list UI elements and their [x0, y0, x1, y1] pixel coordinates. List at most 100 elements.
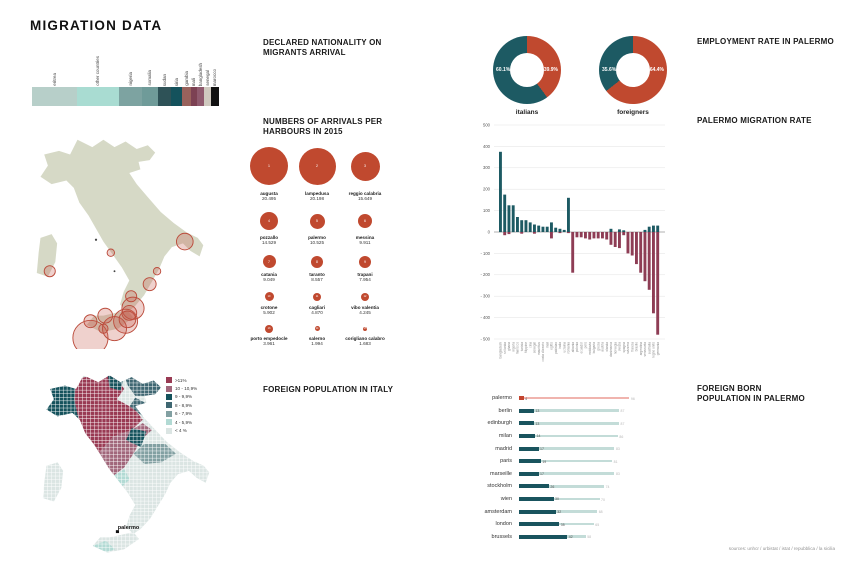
foreign-born-chart: palermo 4 96 berlin 13 87 edinburgh 13 87 milan 14…	[440, 392, 659, 543]
fb-value: 4	[525, 396, 528, 401]
svg-text:egitto: egitto	[550, 342, 554, 350]
harbour-circle-box: 9	[359, 254, 371, 269]
harbour-name: augusta	[260, 191, 278, 196]
harbour-name: messina	[355, 235, 375, 240]
fb-value: 35	[560, 522, 565, 527]
nationality-segment-label: marocco	[212, 68, 217, 86]
harbour-circle-box: 3	[350, 144, 380, 188]
legend-label: 8 - 8,9%	[175, 402, 193, 408]
fb-city-label: marseille	[489, 470, 512, 477]
harbour-circle: 8	[311, 255, 323, 268]
harbour-circle-box: 7	[262, 254, 276, 269]
fb-bars: 17 83	[519, 445, 659, 452]
svg-text:- 300: - 300	[480, 294, 490, 299]
harbour-circle-box: 15	[363, 324, 367, 333]
donut-ring: 60.1% 39.9%	[493, 36, 561, 104]
svg-text:ucraina: ucraina	[562, 342, 566, 353]
legend-row: 9 - 9,9%	[166, 393, 197, 401]
harbour-item: 6 messina 9.911	[341, 210, 389, 245]
foreign-born-title-line2: POPULATION IN PALERMO	[697, 394, 805, 404]
svg-text:austria: austria	[601, 342, 605, 352]
fb-dark-bar	[519, 408, 534, 413]
harbour-value: 20.495	[261, 196, 277, 201]
harbours-title-line2: HARBOURS IN 2015	[263, 127, 343, 137]
fb-value: 13	[535, 409, 540, 414]
svg-text:400: 400	[483, 144, 491, 149]
harbour-name: catania	[261, 272, 277, 277]
harbour-value: 1.994	[311, 341, 323, 346]
fb-city-label: paris	[500, 458, 512, 465]
fb-dark-bar	[519, 471, 539, 476]
fb-dark-bar	[519, 396, 524, 401]
fb-city-label: madrid	[495, 445, 512, 452]
legend-row: 10 - 10,9%	[166, 384, 197, 392]
harbour-value: 10.525	[309, 240, 325, 245]
svg-text:brasile: brasile	[635, 342, 639, 352]
harbour-item: 7 catania 9.049	[245, 254, 293, 282]
svg-text:india: india	[558, 342, 562, 349]
fb-rest-value: 86	[619, 434, 624, 439]
fb-bars: 17 83	[519, 470, 659, 477]
harbour-item: 3 reggio calabria 15.649	[341, 144, 389, 201]
nationality-segment-label: nigeria	[127, 72, 133, 86]
harbour-circle: 10	[264, 292, 274, 301]
harbour-item: 2 lampedusa 20.198	[293, 144, 341, 201]
foreign-italy-title: FOREIGN POPULATION IN ITALY	[263, 385, 394, 394]
nationality-title: DECLARED NATIONALITY ON MIGRANTS ARRIVAL	[263, 38, 382, 59]
employment-donut-foreigners: 35.6% 64.4% foreigners	[599, 36, 667, 116]
legend-swatch	[166, 377, 172, 384]
svg-text:palermo: palermo	[118, 525, 140, 531]
harbour-circle: 15	[363, 326, 367, 331]
harbour-name: salerno	[308, 336, 326, 341]
nationality-segment-label: mali	[191, 77, 196, 86]
harbour-circle-box: 5	[309, 210, 325, 232]
harbour-circle-box: 10	[264, 291, 274, 302]
donut-label: foreigners	[617, 109, 649, 116]
fb-city-label: edinburgh	[487, 420, 512, 427]
harbour-value: 3.961	[263, 341, 275, 346]
svg-text:argentina: argentina	[639, 342, 643, 356]
svg-text:300: 300	[483, 165, 491, 170]
fb-city-label: london	[495, 521, 512, 528]
fb-value: 42	[568, 535, 573, 540]
svg-text:ecuador: ecuador	[579, 341, 583, 353]
fb-rest-value: 83	[615, 472, 620, 477]
svg-text:polonia: polonia	[575, 342, 579, 353]
harbour-circle: 2	[298, 147, 336, 185]
fb-rest-value: 58	[587, 535, 592, 540]
fb-dark-bar	[519, 496, 554, 501]
legend-label: >11%	[175, 377, 187, 383]
fb-dark-bar	[519, 534, 568, 539]
fb-rest-value: 87	[620, 421, 625, 426]
harbour-name: corigliano calabro	[345, 336, 385, 341]
fb-city-label: palermo	[492, 395, 512, 402]
nationality-title-line1: DECLARED NATIONALITY ON	[263, 38, 382, 47]
harbour-circle: 6	[358, 214, 372, 228]
fb-dark-bar	[519, 522, 560, 527]
nationality-labels: eritrea other countries nigeria somalia suda…	[32, 56, 220, 87]
harbour-circle-box: 12	[361, 291, 369, 302]
svg-text:bulgaria: bulgaria	[592, 342, 596, 354]
harbour-name: vibo valentia	[351, 305, 379, 310]
harbour-value: 1.683	[359, 341, 371, 346]
legend-swatch	[166, 393, 172, 400]
fb-rest-value: 65	[595, 522, 600, 527]
harbour-circle: 14	[314, 326, 320, 331]
fb-value: 26	[550, 484, 555, 489]
fb-rest-value: 74	[605, 484, 610, 489]
harbour-name: cagliari	[308, 305, 326, 310]
fb-city-label: amsterdam	[484, 508, 512, 515]
svg-text:romania: romania	[567, 342, 571, 354]
fb-light-bar	[519, 447, 615, 450]
page-title: MIGRATION DATA	[30, 18, 163, 33]
svg-text:- 200: - 200	[480, 272, 490, 277]
harbour-item: 15 corigliano calabro 1.683	[341, 324, 389, 346]
harbour-circle-box: 14	[314, 324, 320, 333]
svg-text:spagna: spagna	[622, 342, 626, 353]
svg-text:albania: albania	[571, 342, 575, 353]
harbour-item: 8 taranto 8.557	[293, 254, 341, 282]
fb-row-berlin: berlin 13 87	[440, 405, 659, 418]
fb-value: 14	[536, 434, 541, 439]
svg-text:bangladesh: bangladesh	[499, 342, 503, 359]
harbour-value: 5.902	[263, 310, 275, 315]
